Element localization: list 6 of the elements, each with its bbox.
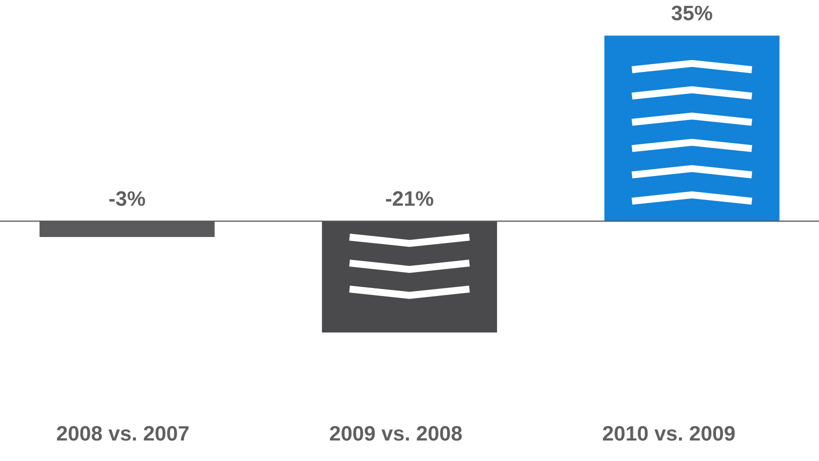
data-label: 35%	[672, 6, 712, 20]
x-tick-label: 2010 vs. 2009	[602, 426, 735, 441]
data-label: -3%	[109, 191, 146, 206]
x-tick-label: 2009 vs. 2008	[330, 426, 462, 441]
data-label: -21%	[386, 191, 434, 206]
x-tick-label: 2008 vs. 2007	[56, 426, 189, 441]
